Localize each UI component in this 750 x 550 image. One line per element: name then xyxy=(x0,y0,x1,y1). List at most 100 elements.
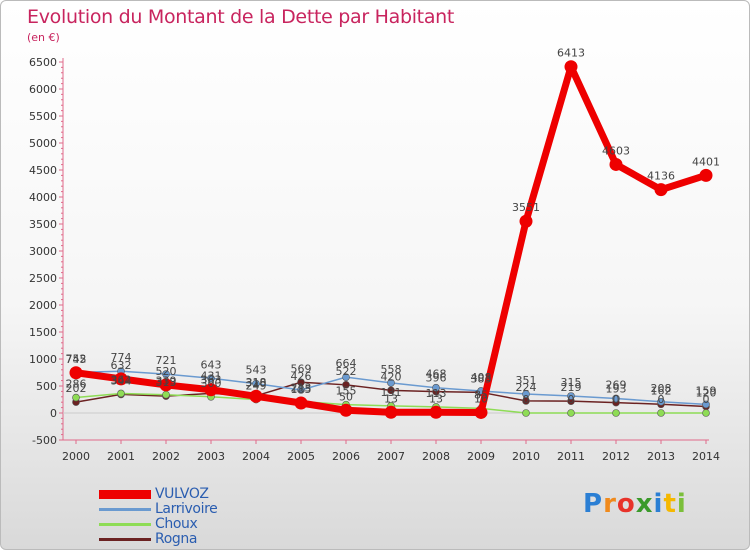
data-label-choux: 131 xyxy=(381,386,402,399)
data-label-vulvoz: 185 xyxy=(291,383,312,396)
data-label-choux: 155 xyxy=(336,385,357,398)
data-label-rogna: 162 xyxy=(651,384,672,397)
data-label-choux: 0 xyxy=(658,393,665,406)
x-tick-label: 2003 xyxy=(197,450,225,463)
x-tick-label: 2011 xyxy=(557,450,585,463)
x-tick-label: 2010 xyxy=(512,450,540,463)
data-point-choux xyxy=(567,409,575,417)
legend-label: Choux xyxy=(155,516,198,532)
data-point-larrivoire xyxy=(612,394,620,403)
x-tick-label: 2004 xyxy=(242,450,270,463)
data-point-larrivoire xyxy=(207,374,215,383)
data-point-larrivoire xyxy=(702,400,710,409)
data-label-rogna: 344 xyxy=(111,374,132,387)
data-label-vulvoz: 4603 xyxy=(602,144,630,157)
x-tick-label: 2007 xyxy=(377,450,405,463)
data-point-choux xyxy=(117,389,125,398)
x-tick-label: 2013 xyxy=(647,450,675,463)
data-label-vulvoz: 431 xyxy=(201,370,222,383)
data-point-rogna xyxy=(387,386,395,395)
data-label-choux: 0 xyxy=(568,393,575,406)
data-point-choux xyxy=(702,409,710,417)
x-tick-label: 2001 xyxy=(107,450,135,463)
y-tick-label: 1000 xyxy=(29,353,57,366)
logo-letter: i xyxy=(653,489,664,519)
chart-legend: VULVOZ Larrivoire Choux Rogna xyxy=(99,487,218,547)
data-label-larrivoire: 269 xyxy=(606,378,627,391)
legend-label: Larrivoire xyxy=(155,501,218,517)
y-tick-label: 0 xyxy=(50,407,57,420)
data-label-vulvoz: 6413 xyxy=(557,47,585,60)
y-tick-label: 5500 xyxy=(29,110,57,123)
x-tick-label: 2002 xyxy=(152,450,180,463)
x-tick-label: 2000 xyxy=(62,450,90,463)
data-label-vulvoz: 13 xyxy=(384,392,398,405)
data-label-rogna: 219 xyxy=(561,381,582,394)
data-point-vulvoz xyxy=(474,405,488,419)
data-point-vulvoz xyxy=(69,366,83,380)
data-point-vulvoz xyxy=(249,389,263,403)
y-tick-label: 5000 xyxy=(29,137,57,150)
data-label-vulvoz: 10 xyxy=(474,392,488,405)
data-label-vulvoz: 632 xyxy=(111,359,132,372)
data-point-choux xyxy=(657,409,665,417)
y-tick-label: 3000 xyxy=(29,245,57,258)
data-point-larrivoire xyxy=(297,386,305,394)
chart-title: Evolution du Montant de la Dette par Hab… xyxy=(27,6,455,28)
legend-label: VULVOZ xyxy=(155,486,209,502)
legend-item-rogna: Rogna xyxy=(99,532,217,547)
chart-unit-label: (en €) xyxy=(27,31,60,44)
data-point-larrivoire xyxy=(252,379,260,388)
data-label-rogna: 383 xyxy=(471,372,492,385)
y-tick-label: 6500 xyxy=(29,56,57,69)
legend-swatch xyxy=(99,508,151,511)
y-tick-label: 1500 xyxy=(29,326,57,339)
x-tick-label: 2012 xyxy=(602,450,630,463)
data-point-choux xyxy=(162,390,170,399)
data-label-choux: 113 xyxy=(426,387,447,400)
data-label-vulvoz: 4136 xyxy=(647,170,675,183)
data-point-vulvoz xyxy=(294,396,308,410)
legend-swatch xyxy=(99,490,151,499)
data-label-rogna: 202 xyxy=(66,382,87,395)
data-label-vulvoz: 310 xyxy=(246,376,267,389)
y-tick-label: 2000 xyxy=(29,299,57,312)
data-label-vulvoz: 50 xyxy=(339,390,353,403)
legend-swatch xyxy=(99,523,151,526)
data-point-choux xyxy=(72,393,80,402)
data-label-larrivoire: 774 xyxy=(111,351,132,364)
y-tick-label: 4500 xyxy=(29,164,57,177)
data-label-rogna: 224 xyxy=(516,381,537,394)
data-label-vulvoz: 745 xyxy=(66,353,87,366)
data-point-larrivoire xyxy=(567,392,575,400)
y-tick-label: 500 xyxy=(36,380,57,393)
data-label-rogna: 193 xyxy=(606,383,627,396)
data-label-rogna: 420 xyxy=(381,370,402,383)
x-tick-label: 2008 xyxy=(422,450,450,463)
data-label-larrivoire: 351 xyxy=(516,374,537,387)
logo-letter: r xyxy=(603,489,617,519)
data-label-larrivoire: 558 xyxy=(381,363,402,376)
data-point-choux xyxy=(522,409,530,417)
data-label-rogna: 313 xyxy=(156,376,177,389)
data-label-vulvoz: 13 xyxy=(429,392,443,405)
data-label-larrivoire: 159 xyxy=(696,384,717,397)
data-label-larrivoire: 208 xyxy=(651,382,672,395)
data-label-rogna: 363 xyxy=(201,373,222,386)
data-label-larrivoire: 643 xyxy=(201,358,222,371)
data-label-rogna: 318 xyxy=(246,376,267,389)
data-label-larrivoire: 468 xyxy=(426,368,447,381)
legend-item-choux: Choux xyxy=(99,517,217,532)
y-tick-label: -500 xyxy=(32,434,57,447)
legend-item-vulvoz: VULVOZ xyxy=(99,487,217,502)
data-label-larrivoire: 543 xyxy=(246,364,267,377)
logo-letter: o xyxy=(616,489,636,519)
data-label-larrivoire: 664 xyxy=(336,357,357,370)
data-point-larrivoire xyxy=(432,383,440,392)
data-point-larrivoire xyxy=(657,397,665,406)
data-label-rogna: 396 xyxy=(426,372,447,385)
data-point-choux xyxy=(612,409,620,417)
x-tick-label: 2006 xyxy=(332,450,360,463)
data-point-vulvoz xyxy=(654,183,668,197)
